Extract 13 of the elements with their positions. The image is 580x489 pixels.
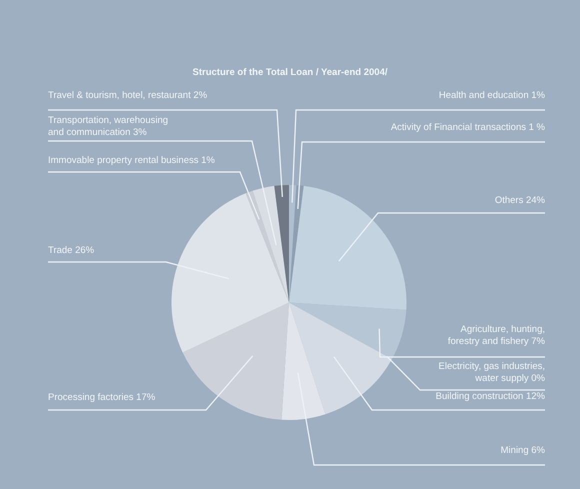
slice-label: Building construction 12% bbox=[436, 391, 546, 402]
chart-title: Structure of the Total Loan / Year-end 2004/ bbox=[192, 67, 388, 78]
slice-label: Processing factories 17% bbox=[48, 392, 156, 403]
slice-label: Transportation, warehousing and communication 3% bbox=[48, 115, 168, 138]
slice-label: Health and education 1% bbox=[438, 90, 546, 101]
slice-label: Immovable property rental business 1% bbox=[48, 155, 216, 166]
slice-label: Trade 26% bbox=[48, 245, 95, 256]
slice-label: Travel & tourism, hotel, restaurant 2% bbox=[48, 90, 208, 101]
category-label: Electricity, gas industries, water supply 0% bbox=[438, 361, 545, 384]
slice-label: Activity of Financial transactions 1 % bbox=[390, 122, 546, 133]
slice-label: Others 24% bbox=[494, 195, 546, 206]
slice-label: Agriculture, hunting, forestry and fishery 7% bbox=[448, 324, 546, 347]
slice-label: Mining 6% bbox=[500, 445, 546, 456]
